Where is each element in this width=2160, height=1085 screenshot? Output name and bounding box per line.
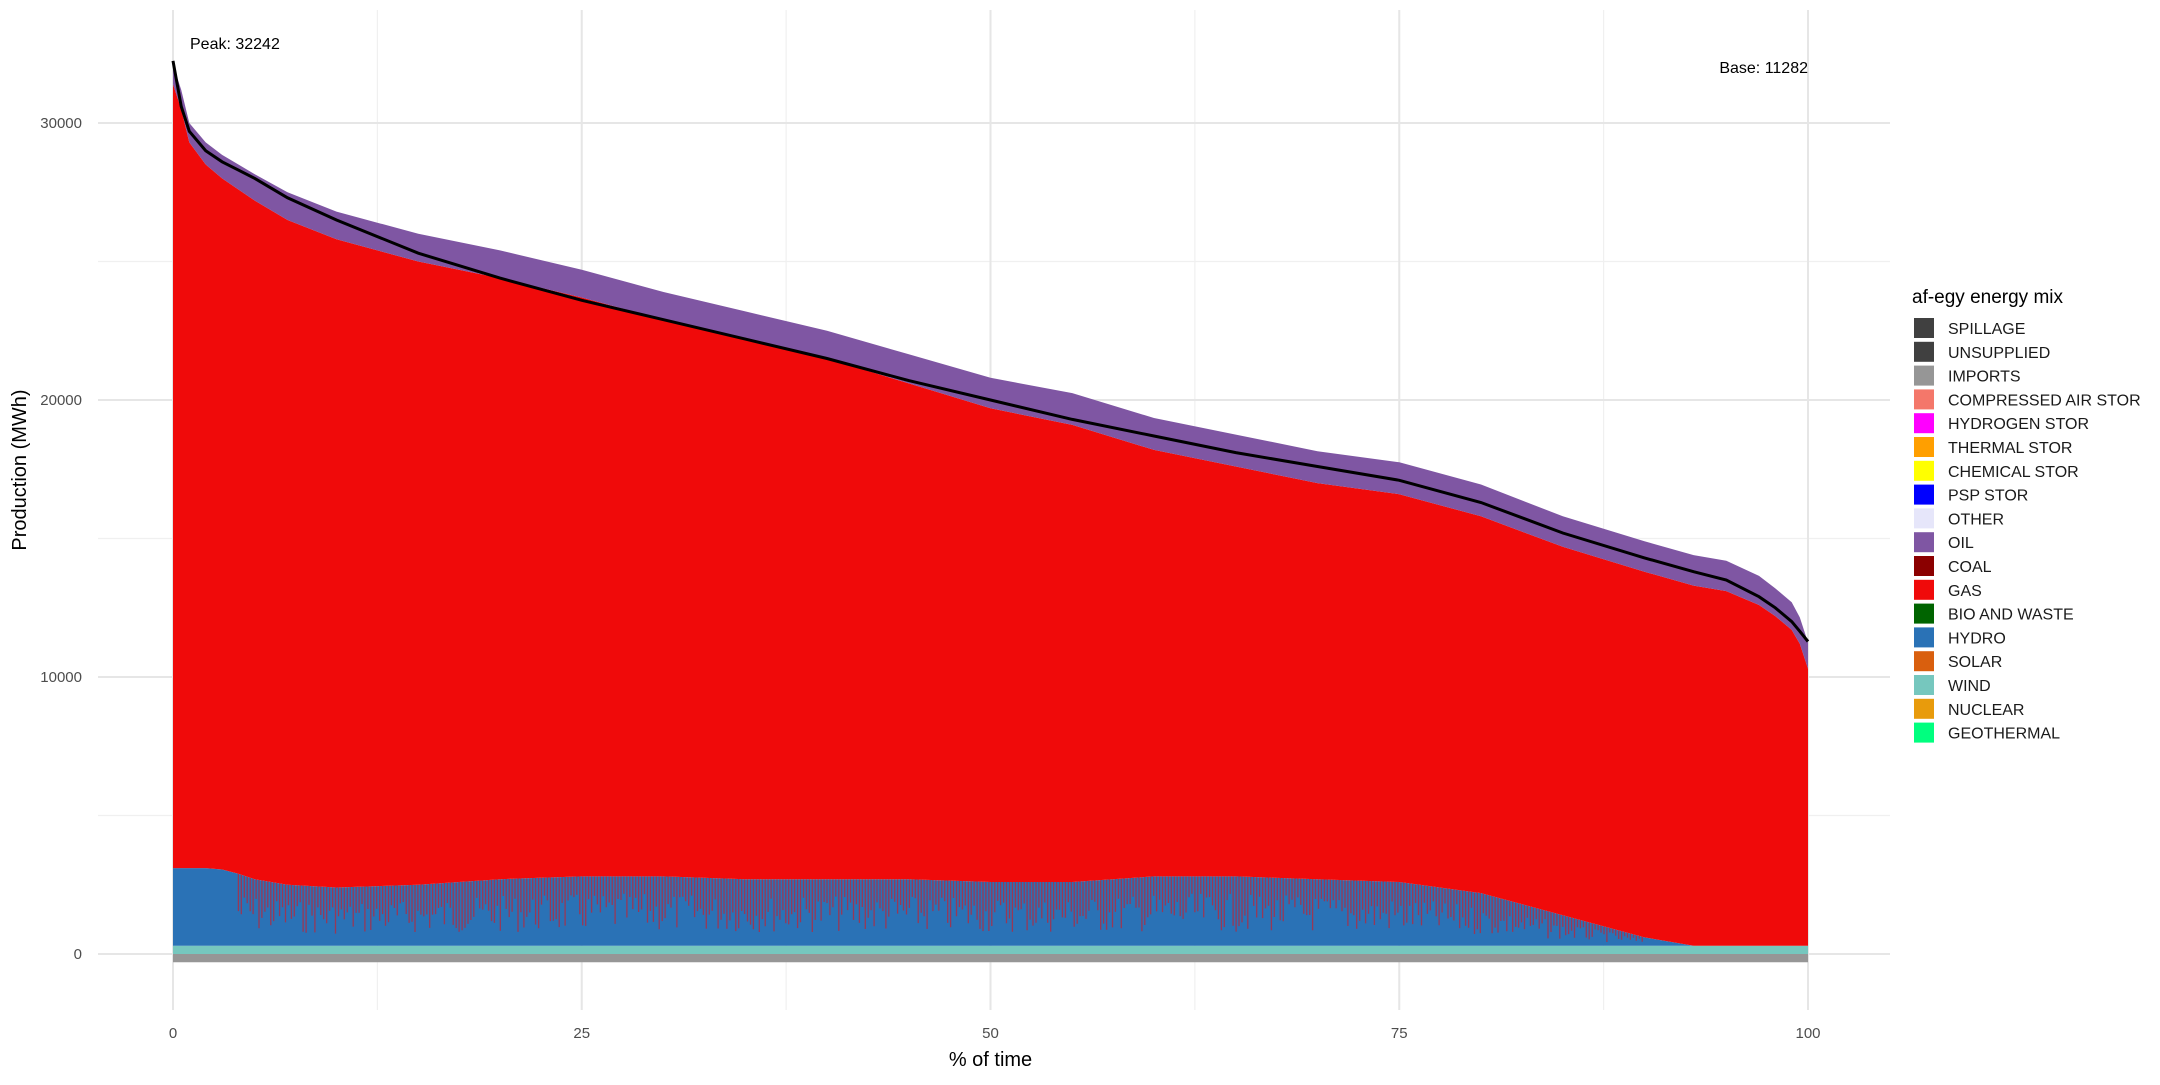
y-tick-label: 0	[74, 946, 82, 963]
legend-swatch	[1914, 318, 1934, 338]
legend-item-spillage: SPILLAGE	[1914, 318, 2025, 338]
legend-item-other: OTHER	[1914, 508, 2004, 529]
legend-label: NUCLEAR	[1948, 702, 2024, 719]
legend: af-egy energy mix SPILLAGE UNSUPPLIED IMPO…	[1912, 287, 2141, 743]
legend-swatch	[1914, 341, 1934, 362]
legend-item-gas: GAS	[1914, 579, 1982, 600]
legend-item-imports: IMPORTS	[1914, 365, 2021, 386]
legend-item-oil: OIL	[1914, 532, 1974, 553]
legend-label: HYDRO	[1948, 630, 2006, 647]
hydro-gas-interleave	[237, 873, 1643, 942]
legend-swatch	[1914, 556, 1934, 576]
x-tick-label: 100	[1795, 1025, 1820, 1042]
legend-item-unsupplied: UNSUPPLIED	[1914, 341, 2050, 362]
legend-item-compressed-air-stor: COMPRESSED AIR STOR	[1914, 389, 2141, 410]
legend-label: WIND	[1948, 678, 1991, 695]
legend-item-wind: WIND	[1914, 675, 1991, 695]
x-axis-title: % of time	[949, 1049, 1032, 1071]
legend-label: OTHER	[1948, 511, 2004, 528]
hydro-texture	[237, 873, 1643, 942]
legend-label: COAL	[1948, 559, 1992, 576]
demand-line-group	[171, 60, 1810, 643]
legend-item-chemical-stor: CHEMICAL STOR	[1914, 460, 2079, 481]
legend-item-bio-and-waste: BIO AND WASTE	[1914, 603, 2074, 624]
legend-swatch	[1914, 437, 1934, 457]
legend-label: SOLAR	[1948, 654, 2002, 671]
legend-swatch	[1914, 627, 1934, 648]
legend-item-hydro: HYDRO	[1914, 627, 2006, 648]
legend-label: COMPRESSED AIR STOR	[1948, 392, 2141, 409]
legend-swatch	[1914, 365, 1934, 386]
legend-label: SPILLAGE	[1948, 321, 2025, 338]
axis-ticks: 0 25 50 75 100 0 10000 20000 30000	[40, 115, 1820, 1042]
x-tick-label: 50	[982, 1025, 999, 1042]
legend-label: BIO AND WASTE	[1948, 607, 2074, 624]
y-tick-label: 20000	[40, 392, 82, 409]
area-imports	[173, 954, 1808, 963]
legend-swatch	[1914, 579, 1934, 600]
legend-item-psp-stor: PSP STOR	[1914, 484, 2028, 505]
legend-swatch	[1914, 389, 1934, 410]
legend-item-thermal-stor: THERMAL STOR	[1914, 437, 2072, 457]
legend-swatch	[1914, 651, 1934, 672]
legend-title: af-egy energy mix	[1912, 287, 2064, 308]
x-tick-label: 25	[573, 1025, 590, 1042]
x-tick-label: 75	[1391, 1025, 1408, 1042]
legend-item-solar: SOLAR	[1914, 651, 2002, 672]
legend-item-coal: COAL	[1914, 556, 1992, 576]
x-tick-label: 0	[169, 1025, 177, 1042]
legend-swatch	[1914, 532, 1934, 553]
legend-label: IMPORTS	[1948, 369, 2021, 386]
legend-label: THERMAL STOR	[1948, 440, 2072, 457]
y-tick-label: 10000	[40, 669, 82, 686]
legend-label: UNSUPPLIED	[1948, 345, 2050, 362]
legend-item-geothermal: GEOTHERMAL	[1914, 722, 2060, 743]
legend-label: HYDROGEN STOR	[1948, 416, 2089, 433]
legend-items: SPILLAGE UNSUPPLIED IMPORTS COMPRESSED AIR …	[1914, 318, 2141, 743]
legend-swatch	[1914, 508, 1934, 529]
area-hydro	[173, 868, 1808, 946]
demand-line	[171, 60, 1810, 643]
legend-label: PSP STOR	[1948, 488, 2028, 505]
legend-label: GEOTHERMAL	[1948, 726, 2060, 743]
base-annotation: Base: 11282	[1719, 60, 1808, 77]
legend-label: GAS	[1948, 583, 1982, 600]
legend-item-hydrogen-stor: HYDROGEN STOR	[1914, 413, 2089, 434]
legend-swatch	[1914, 722, 1934, 743]
area-wind	[173, 945, 1808, 954]
legend-swatch	[1914, 675, 1934, 695]
legend-swatch	[1914, 484, 1934, 505]
legend-swatch	[1914, 698, 1934, 719]
y-tick-label: 30000	[40, 115, 82, 132]
legend-label: CHEMICAL STOR	[1948, 464, 2079, 481]
legend-swatch	[1914, 460, 1934, 481]
y-axis-title: Production (MWh)	[9, 389, 31, 550]
legend-label: OIL	[1948, 535, 1974, 552]
legend-swatch	[1914, 603, 1934, 624]
legend-swatch	[1914, 413, 1934, 434]
peak-annotation: Peak: 32242	[190, 36, 280, 53]
legend-item-nuclear: NUCLEAR	[1914, 698, 2024, 719]
